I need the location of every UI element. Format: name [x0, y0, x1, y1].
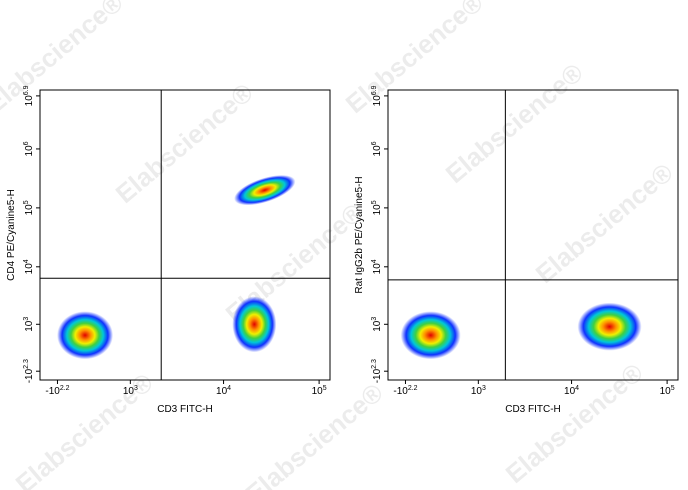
density-cluster [577, 302, 642, 351]
x-tick-label: -102.2 [45, 385, 69, 397]
watermark: Elabscience® [340, 0, 489, 119]
y-tick-label: 103 [23, 317, 35, 332]
y-tick-label: 103 [371, 317, 383, 332]
x-axis-label: CD3 FITC-H [157, 404, 213, 415]
x-tick-label: 105 [660, 385, 675, 397]
y-tick-label: -102.3 [23, 359, 35, 383]
x-tick-label: 103 [471, 385, 486, 397]
y-tick-label: 104 [23, 259, 35, 274]
watermark: Elabscience® [500, 357, 649, 489]
density-cluster [57, 311, 114, 360]
y-tick-label: -102.3 [371, 359, 383, 383]
density-cluster [232, 296, 277, 353]
x-tick-label: 103 [123, 385, 138, 397]
watermark: Elabscience® [0, 0, 129, 119]
y-axis-label: Rat IgG2b PE/Cyanine5-H [354, 176, 365, 293]
x-tick-label: 104 [216, 385, 231, 397]
y-tick-label: 105 [371, 200, 383, 215]
y-tick-label: 106.9 [371, 85, 383, 106]
x-tick-label: -102.2 [393, 385, 417, 397]
density-cluster [234, 175, 296, 206]
plot-frame [387, 89, 679, 381]
y-axis-label: CD4 PE/Cyanine5-H [6, 189, 17, 281]
plot-frame [39, 89, 331, 381]
x-tick-label: 105 [312, 385, 327, 397]
y-tick-label: 104 [371, 259, 383, 274]
watermark: Elabscience® [530, 157, 679, 289]
y-tick-label: 106 [371, 141, 383, 156]
watermark: Elabscience® [110, 77, 259, 209]
density-cluster [400, 311, 461, 360]
y-tick-label: 106.9 [23, 85, 35, 106]
x-axis-label: CD3 FITC-H [505, 404, 561, 415]
watermark: Elabscience® [440, 57, 589, 189]
y-tick-label: 105 [23, 200, 35, 215]
y-tick-label: 106 [23, 141, 35, 156]
x-tick-label: 104 [564, 385, 579, 397]
